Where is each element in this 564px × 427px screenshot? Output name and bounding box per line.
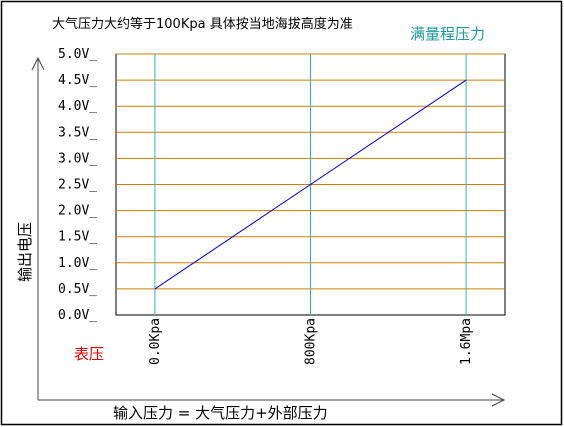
y-tick-label: 1.5V_	[58, 230, 97, 245]
fullscale-pressure-label: 满量程压力	[410, 25, 485, 43]
series-line	[154, 79, 467, 290]
y-tick-label: 0.0V_	[58, 308, 97, 323]
y-tick-label: 1.0V_	[58, 256, 97, 271]
x-axis-label: 输入压力 = 大气压力+外部压力	[113, 404, 328, 422]
axis-arrows	[31, 56, 506, 407]
y-tick-label: 4.0V_	[58, 99, 97, 114]
series-layer	[154, 79, 467, 290]
y-tick-label: 3.0V_	[58, 151, 97, 166]
y-axis-arrowhead	[31, 56, 45, 71]
y-tick-label: 5.0V_	[58, 47, 97, 62]
y-tick-label: 2.5V_	[58, 178, 97, 193]
y-tick-label: 0.5V_	[58, 282, 97, 297]
y-tick-label: 2.0V_	[58, 204, 97, 219]
gauge-pressure-label: 表压	[74, 345, 104, 363]
x-tick-label: 1.6Mpa	[459, 318, 474, 365]
y-tick-label: 4.5V_	[58, 73, 97, 88]
y-tick-label: 3.5V_	[58, 125, 97, 140]
chart-title: 大气压力大约等于100Kpa 具体按当地海拔高度为准	[52, 16, 353, 32]
y-tick-labels: 0.0V_ 0.5V_ 1.0V_ 1.5V_ 2.0V_ 2.5V_ 3.0V_ 3.5V_…	[58, 47, 97, 323]
x-tick-label: 0.0Kpa	[148, 318, 163, 365]
x-axis-arrowhead	[491, 393, 506, 407]
x-tick-label: 800Kpa	[304, 318, 319, 365]
x-tick-labels: 0.0Kpa 800Kpa 1.6Mpa	[148, 318, 474, 365]
y-axis-label: 输出电压	[16, 222, 34, 282]
